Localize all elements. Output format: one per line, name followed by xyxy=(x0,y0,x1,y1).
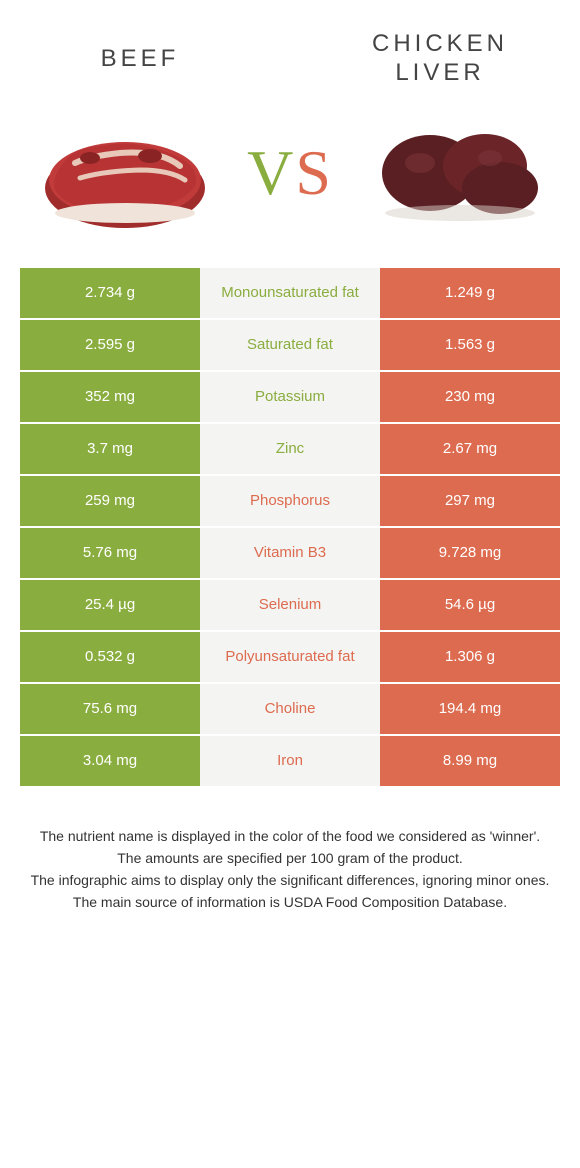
footnote-line: The infographic aims to display only the… xyxy=(20,870,560,890)
table-row: 3.7 mgZinc2.67 mg xyxy=(20,424,560,474)
nutrient-label: Vitamin B3 xyxy=(200,528,380,578)
table-row: 259 mgPhosphorus297 mg xyxy=(20,476,560,526)
table-row: 352 mgPotassium230 mg xyxy=(20,372,560,422)
value-right: 194.4 mg xyxy=(380,684,560,734)
nutrient-label: Zinc xyxy=(200,424,380,474)
vs-s: S xyxy=(295,136,333,210)
footnote-line: The nutrient name is displayed in the co… xyxy=(20,826,560,846)
value-right: 8.99 mg xyxy=(380,736,560,786)
nutrient-label: Choline xyxy=(200,684,380,734)
table-row: 75.6 mgCholine194.4 mg xyxy=(20,684,560,734)
value-left: 5.76 mg xyxy=(20,528,200,578)
nutrient-label: Potassium xyxy=(200,372,380,422)
hero-row: VS xyxy=(0,98,580,268)
table-row: 3.04 mgIron8.99 mg xyxy=(20,736,560,786)
nutrient-label: Polyunsaturated fat xyxy=(200,632,380,682)
food-title-left: BEEF xyxy=(40,45,240,73)
nutrient-label: Iron xyxy=(200,736,380,786)
table-row: 2.595 gSaturated fat1.563 g xyxy=(20,320,560,370)
value-right: 1.563 g xyxy=(380,320,560,370)
nutrient-label: Phosphorus xyxy=(200,476,380,526)
table-row: 25.4 µgSelenium54.6 µg xyxy=(20,580,560,630)
vs-v: V xyxy=(247,136,295,210)
value-right: 1.306 g xyxy=(380,632,560,682)
table-row: 5.76 mgVitamin B39.728 mg xyxy=(20,528,560,578)
value-left: 75.6 mg xyxy=(20,684,200,734)
value-left: 3.04 mg xyxy=(20,736,200,786)
value-left: 3.7 mg xyxy=(20,424,200,474)
chicken-liver-image xyxy=(360,108,550,238)
vs-label: VS xyxy=(247,136,333,210)
beef-image xyxy=(30,108,220,238)
footnotes: The nutrient name is displayed in the co… xyxy=(20,826,560,913)
value-right: 2.67 mg xyxy=(380,424,560,474)
value-right: 230 mg xyxy=(380,372,560,422)
table-row: 0.532 gPolyunsaturated fat1.306 g xyxy=(20,632,560,682)
nutrient-label: Monounsaturated fat xyxy=(200,268,380,318)
food-title-right: CHICKEN LIVER xyxy=(340,30,540,88)
nutrient-label: Saturated fat xyxy=(200,320,380,370)
value-right: 297 mg xyxy=(380,476,560,526)
table-row: 2.734 gMonounsaturated fat1.249 g xyxy=(20,268,560,318)
value-left: 352 mg xyxy=(20,372,200,422)
value-left: 2.734 g xyxy=(20,268,200,318)
value-left: 0.532 g xyxy=(20,632,200,682)
value-left: 2.595 g xyxy=(20,320,200,370)
value-left: 259 mg xyxy=(20,476,200,526)
footnote-line: The amounts are specified per 100 gram o… xyxy=(20,848,560,868)
footnote-line: The main source of information is USDA F… xyxy=(20,892,560,912)
value-right: 54.6 µg xyxy=(380,580,560,630)
value-left: 25.4 µg xyxy=(20,580,200,630)
nutrient-table: 2.734 gMonounsaturated fat1.249 g2.595 g… xyxy=(20,268,560,786)
nutrient-label: Selenium xyxy=(200,580,380,630)
value-right: 1.249 g xyxy=(380,268,560,318)
header: BEEF CHICKEN LIVER xyxy=(0,0,580,98)
value-right: 9.728 mg xyxy=(380,528,560,578)
